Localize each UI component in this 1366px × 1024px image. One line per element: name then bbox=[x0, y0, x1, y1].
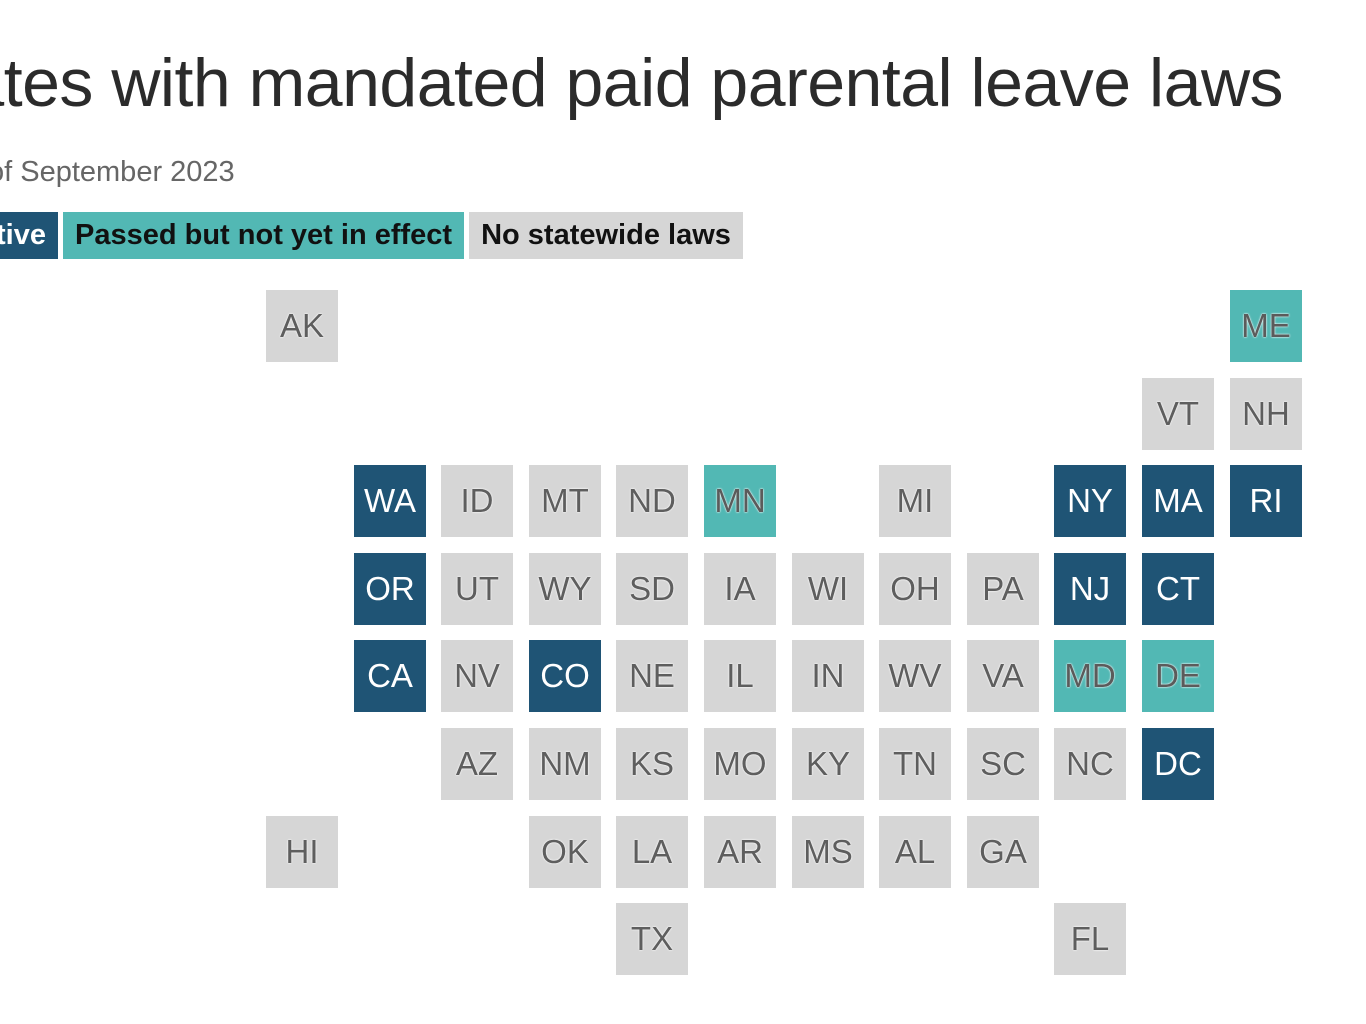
state-tile-co: CO bbox=[529, 640, 601, 712]
state-tile-ne: NE bbox=[616, 640, 688, 712]
state-tile-nd: ND bbox=[616, 465, 688, 537]
state-tile-il: IL bbox=[704, 640, 776, 712]
state-tile-nj: NJ bbox=[1054, 553, 1126, 625]
state-tile-az: AZ bbox=[441, 728, 513, 800]
state-tile-sc: SC bbox=[967, 728, 1039, 800]
state-tile-vt: VT bbox=[1142, 378, 1214, 450]
legend-item-none: No statewide laws bbox=[469, 212, 743, 259]
state-tile-id: ID bbox=[441, 465, 513, 537]
state-tile-dc: DC bbox=[1142, 728, 1214, 800]
legend: tive Passed but not yet in effect No sta… bbox=[0, 212, 743, 259]
state-tile-ak: AK bbox=[266, 290, 338, 362]
state-tile-oh: OH bbox=[879, 553, 951, 625]
state-tile-ga: GA bbox=[967, 816, 1039, 888]
state-tile-wi: WI bbox=[792, 553, 864, 625]
state-tile-ca: CA bbox=[354, 640, 426, 712]
state-tile-al: AL bbox=[879, 816, 951, 888]
state-tile-nv: NV bbox=[441, 640, 513, 712]
state-tile-tx: TX bbox=[616, 903, 688, 975]
state-tile-nm: NM bbox=[529, 728, 601, 800]
state-tile-ut: UT bbox=[441, 553, 513, 625]
state-tile-in: IN bbox=[792, 640, 864, 712]
state-tile-wv: WV bbox=[879, 640, 951, 712]
state-tile-ct: CT bbox=[1142, 553, 1214, 625]
state-tile-sd: SD bbox=[616, 553, 688, 625]
state-tile-ky: KY bbox=[792, 728, 864, 800]
state-tile-me: ME bbox=[1230, 290, 1302, 362]
state-tile-mo: MO bbox=[704, 728, 776, 800]
state-tile-mn: MN bbox=[704, 465, 776, 537]
legend-item-passed: Passed but not yet in effect bbox=[63, 212, 465, 259]
state-tile-ok: OK bbox=[529, 816, 601, 888]
state-tile-md: MD bbox=[1054, 640, 1126, 712]
subtitle: of September 2023 bbox=[0, 156, 235, 188]
state-tile-fl: FL bbox=[1054, 903, 1126, 975]
state-tile-wy: WY bbox=[529, 553, 601, 625]
state-tile-nh: NH bbox=[1230, 378, 1302, 450]
state-tile-hi: HI bbox=[266, 816, 338, 888]
state-tile-or: OR bbox=[354, 553, 426, 625]
page-title: tates with mandated paid parental leave … bbox=[0, 45, 1284, 121]
state-tile-ks: KS bbox=[616, 728, 688, 800]
state-tile-va: VA bbox=[967, 640, 1039, 712]
state-tile-la: LA bbox=[616, 816, 688, 888]
state-tile-mt: MT bbox=[529, 465, 601, 537]
state-tile-wa: WA bbox=[354, 465, 426, 537]
state-tile-nc: NC bbox=[1054, 728, 1126, 800]
legend-item-active: tive bbox=[0, 212, 58, 259]
state-tile-tn: TN bbox=[879, 728, 951, 800]
state-tile-pa: PA bbox=[967, 553, 1039, 625]
state-tile-ia: IA bbox=[704, 553, 776, 625]
state-tile-ar: AR bbox=[704, 816, 776, 888]
state-tile-ny: NY bbox=[1054, 465, 1126, 537]
state-tile-de: DE bbox=[1142, 640, 1214, 712]
state-tile-ma: MA bbox=[1142, 465, 1214, 537]
state-tile-ms: MS bbox=[792, 816, 864, 888]
state-tile-mi: MI bbox=[879, 465, 951, 537]
state-tile-ri: RI bbox=[1230, 465, 1302, 537]
